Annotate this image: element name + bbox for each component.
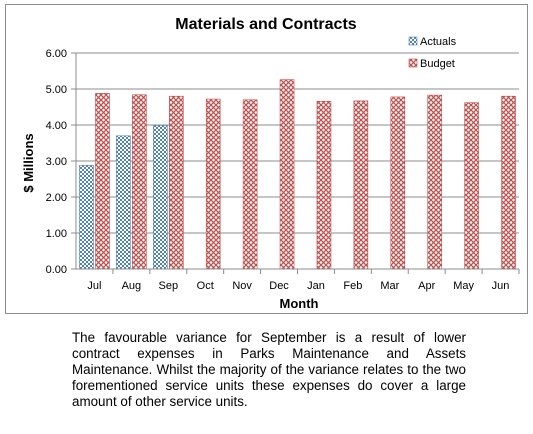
x-tick-label: Aug	[122, 280, 142, 292]
bar-budget-may	[464, 102, 479, 270]
bar-budget-oct	[205, 98, 221, 270]
y-axis-ticks: 0.00 1.00 2.00 3.00 4.00 5.00 6.00	[46, 48, 76, 276]
x-tick-label: Apr	[418, 280, 435, 292]
x-axis-label: Month	[280, 296, 319, 311]
legend-swatch-actuals	[408, 36, 418, 46]
x-axis-ticks: Jul Aug Sep Oct Nov Dec Jan Feb Mar Apr May Jun	[87, 269, 520, 292]
legend-swatch-budget	[408, 58, 418, 68]
x-tick-label: May	[453, 280, 474, 292]
x-tick-label: Jan	[307, 280, 325, 292]
bar-budget-aug	[132, 94, 147, 270]
legend-label-budget: Budget	[420, 58, 455, 70]
chart-container: Materials and Contracts 0.00 1.00 2.00 3.00…	[5, 4, 528, 314]
bar-budget-sep	[168, 95, 184, 270]
bar-budget-jun	[501, 95, 516, 270]
x-tick-label: Jul	[87, 280, 101, 292]
y-axis-label: $ Millions	[21, 133, 36, 192]
chart-caption: The favourable variance for September is…	[72, 330, 466, 409]
bar-budget-jan	[316, 100, 332, 270]
x-tick-label: Sep	[159, 280, 179, 292]
bars	[79, 79, 516, 270]
bar-budget-feb	[353, 100, 369, 270]
x-tick-label: Mar	[380, 280, 399, 292]
y-tick-label: 3.00	[46, 156, 67, 168]
x-tick-label: Oct	[197, 280, 214, 292]
y-tick-label: 5.00	[46, 84, 67, 96]
bar-actuals-aug	[116, 135, 131, 270]
bar-budget-nov	[242, 99, 258, 270]
legend-label-actuals: Actuals	[420, 36, 457, 48]
x-tick-label: Jun	[492, 280, 510, 292]
y-tick-label: 4.00	[46, 120, 67, 132]
axes	[75, 53, 519, 270]
x-tick-label: Feb	[343, 280, 362, 292]
y-tick-label: 6.00	[46, 48, 67, 60]
y-tick-label: 2.00	[46, 192, 67, 204]
bar-budget-mar	[390, 96, 406, 270]
x-tick-label: Nov	[232, 280, 252, 292]
bar-budget-apr	[427, 94, 443, 270]
materials-contracts-chart: Materials and Contracts 0.00 1.00 2.00 3.00…	[21, 16, 520, 311]
x-tick-label: Dec	[269, 280, 289, 292]
bar-budget-dec	[279, 79, 295, 270]
bar-actuals-jul	[79, 165, 94, 270]
y-tick-label: 1.00	[46, 228, 67, 240]
gridlines	[76, 52, 519, 234]
y-tick-label: 0.00	[46, 264, 67, 276]
chart-title: Materials and Contracts	[175, 16, 356, 33]
bar-budget-jul	[95, 93, 110, 270]
legend: Actuals Budget	[408, 36, 457, 70]
bar-actuals-sep	[152, 125, 168, 270]
